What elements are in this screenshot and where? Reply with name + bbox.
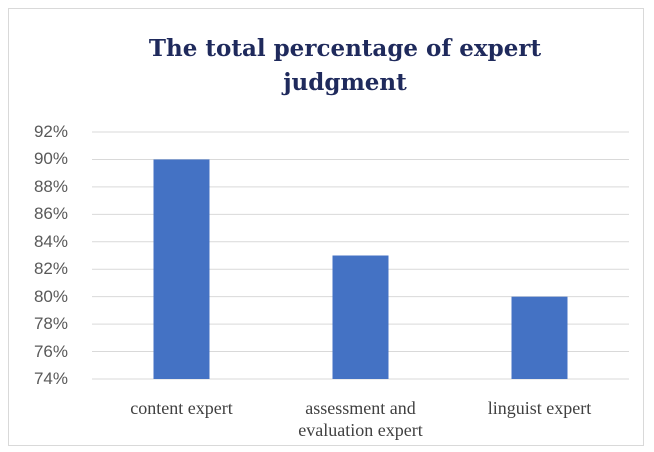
x-tick-label: content expert	[130, 398, 233, 418]
y-tick-label: 78%	[33, 314, 68, 334]
y-tick-label: 86%	[33, 204, 68, 224]
y-tick-label: 80%	[33, 286, 68, 306]
y-tick-label: 88%	[33, 176, 68, 196]
x-tick-label: linguist expert	[487, 398, 592, 418]
bar	[332, 255, 389, 379]
bar	[511, 296, 568, 379]
y-tick-label: 92%	[33, 122, 68, 141]
bar	[153, 159, 210, 379]
y-tick-label: 74%	[33, 369, 68, 388]
chart-frame	[8, 8, 644, 446]
y-tick-label: 76%	[33, 341, 68, 361]
y-tick-label: 90%	[33, 149, 68, 169]
y-tick-label: 82%	[33, 259, 68, 279]
y-tick-label: 84%	[33, 231, 68, 251]
chart-title: The total percentage of expert judgment	[148, 35, 542, 96]
x-tick-label: assessment and evaluation expert	[298, 398, 423, 440]
